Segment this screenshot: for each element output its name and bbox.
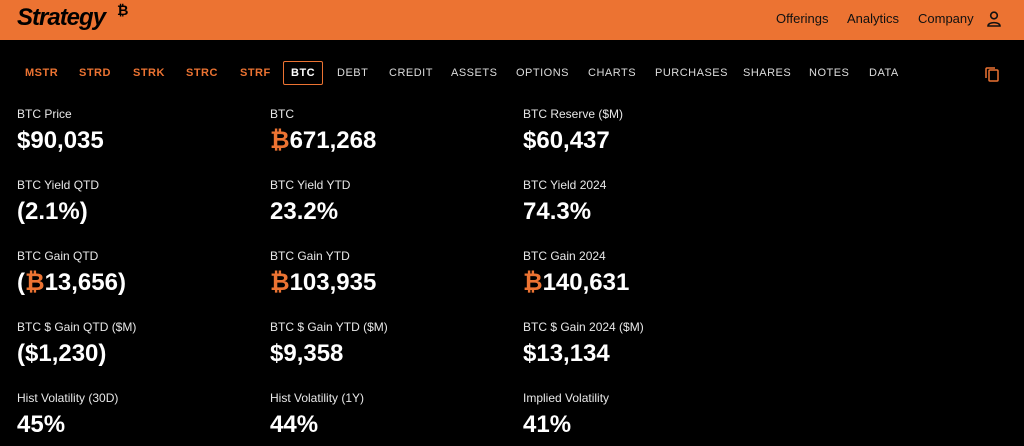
bitcoin-icon: ₿ (523, 269, 543, 296)
stat-implied-vol: Implied Volatility 41% (523, 391, 763, 439)
tab-btc[interactable]: BTC (283, 61, 324, 85)
stat-value: 45% (17, 411, 66, 438)
copy-icon[interactable] (985, 66, 999, 82)
stat-gain-2024: BTC Gain 2024 ₿140,631 (523, 249, 763, 297)
stat-value: $60,437 (523, 127, 610, 154)
stat-label: BTC Gain 2024 (523, 249, 606, 263)
stat-btc: BTC ₿671,268 (270, 107, 510, 155)
stat-value: $9,358 (270, 340, 344, 367)
tab-assets[interactable]: ASSETS (451, 67, 498, 79)
stat-label: BTC $ Gain 2024 ($M) (523, 320, 644, 334)
stat-label: BTC (270, 107, 294, 121)
stat-value: $13,134 (523, 340, 610, 367)
stat-hist-vol-1y: Hist Volatility (1Y) 44% (270, 391, 510, 439)
stat-label: Hist Volatility (1Y) (270, 391, 365, 405)
bitcoin-logo-icon: ₿ (117, 2, 129, 18)
tab-charts[interactable]: CHARTS (588, 67, 637, 79)
stat-label: Hist Volatility (30D) (17, 391, 119, 405)
stat-label: BTC Gain QTD (17, 249, 99, 263)
strategy-logo[interactable]: Strategy (17, 4, 106, 31)
nav-analytics[interactable]: Analytics (847, 11, 900, 26)
stat-gain-qtd: BTC Gain QTD (₿13,656) (17, 249, 257, 297)
stat-value: 44% (270, 411, 319, 438)
stat-hist-vol-30d: Hist Volatility (30D) 45% (17, 391, 257, 439)
nav-company[interactable]: Company (918, 11, 974, 26)
stat-usd-gain-2024: BTC $ Gain 2024 ($M) $13,134 (523, 320, 763, 368)
stat-label: Implied Volatility (523, 391, 610, 405)
stat-value: ₿103,935 (270, 269, 377, 296)
stat-label: BTC Yield 2024 (523, 178, 607, 192)
bitcoin-icon: ₿ (270, 269, 290, 296)
stat-value: ₿140,631 (523, 269, 630, 296)
tab-notes[interactable]: NOTES (809, 67, 850, 79)
tab-mstr[interactable]: MSTR (25, 67, 59, 79)
stat-yield-2024: BTC Yield 2024 74.3% (523, 178, 763, 226)
stat-btc-reserve: BTC Reserve ($M) $60,437 (523, 107, 763, 155)
stat-yield-qtd: BTC Yield QTD (2.1%) (17, 178, 257, 226)
tab-strc[interactable]: STRC (186, 67, 218, 79)
tab-shares[interactable]: SHARES (743, 67, 792, 79)
tab-strd[interactable]: STRD (79, 67, 111, 79)
stat-value: 41% (523, 411, 572, 438)
tab-strf[interactable]: STRF (240, 67, 271, 79)
stat-label: BTC $ Gain QTD ($M) (17, 320, 137, 334)
stat-value: 74.3% (523, 198, 592, 225)
stat-label: BTC Price (17, 107, 72, 121)
stat-label: BTC $ Gain YTD ($M) (270, 320, 388, 334)
stat-label: BTC Reserve ($M) (523, 107, 624, 121)
stat-label: BTC Yield YTD (270, 178, 351, 192)
bitcoin-icon: ₿ (270, 127, 290, 154)
stat-value: ₿671,268 (270, 127, 377, 154)
tab-options[interactable]: OPTIONS (516, 67, 570, 79)
tab-purchases[interactable]: PURCHASES (655, 67, 728, 79)
stat-value: (2.1%) (17, 198, 88, 225)
bitcoin-icon: ₿ (25, 269, 45, 296)
stat-label: BTC Yield QTD (17, 178, 100, 192)
stat-yield-ytd: BTC Yield YTD 23.2% (270, 178, 510, 226)
stat-value: $90,035 (17, 127, 104, 154)
tab-debt[interactable]: DEBT (337, 67, 369, 79)
stat-btc-price: BTC Price $90,035 (17, 107, 257, 155)
stat-value: (₿13,656) (17, 269, 126, 296)
stat-value: ($1,230) (17, 340, 107, 367)
tab-bar: MSTR STRD STRK STRC STRF BTC DEBT CREDIT… (0, 61, 1024, 85)
stat-value: 23.2% (270, 198, 339, 225)
stat-gain-ytd: BTC Gain YTD ₿103,935 (270, 249, 510, 297)
nav-offerings[interactable]: Offerings (776, 11, 829, 26)
tab-data[interactable]: DATA (869, 67, 899, 79)
top-bar: Strategy ₿ Offerings Analytics Company (0, 0, 1024, 40)
tab-strk[interactable]: STRK (133, 67, 165, 79)
stat-usd-gain-qtd: BTC $ Gain QTD ($M) ($1,230) (17, 320, 257, 368)
tab-credit[interactable]: CREDIT (389, 67, 433, 79)
user-icon[interactable] (987, 11, 1001, 27)
stat-usd-gain-ytd: BTC $ Gain YTD ($M) $9,358 (270, 320, 510, 368)
stat-label: BTC Gain YTD (270, 249, 350, 263)
